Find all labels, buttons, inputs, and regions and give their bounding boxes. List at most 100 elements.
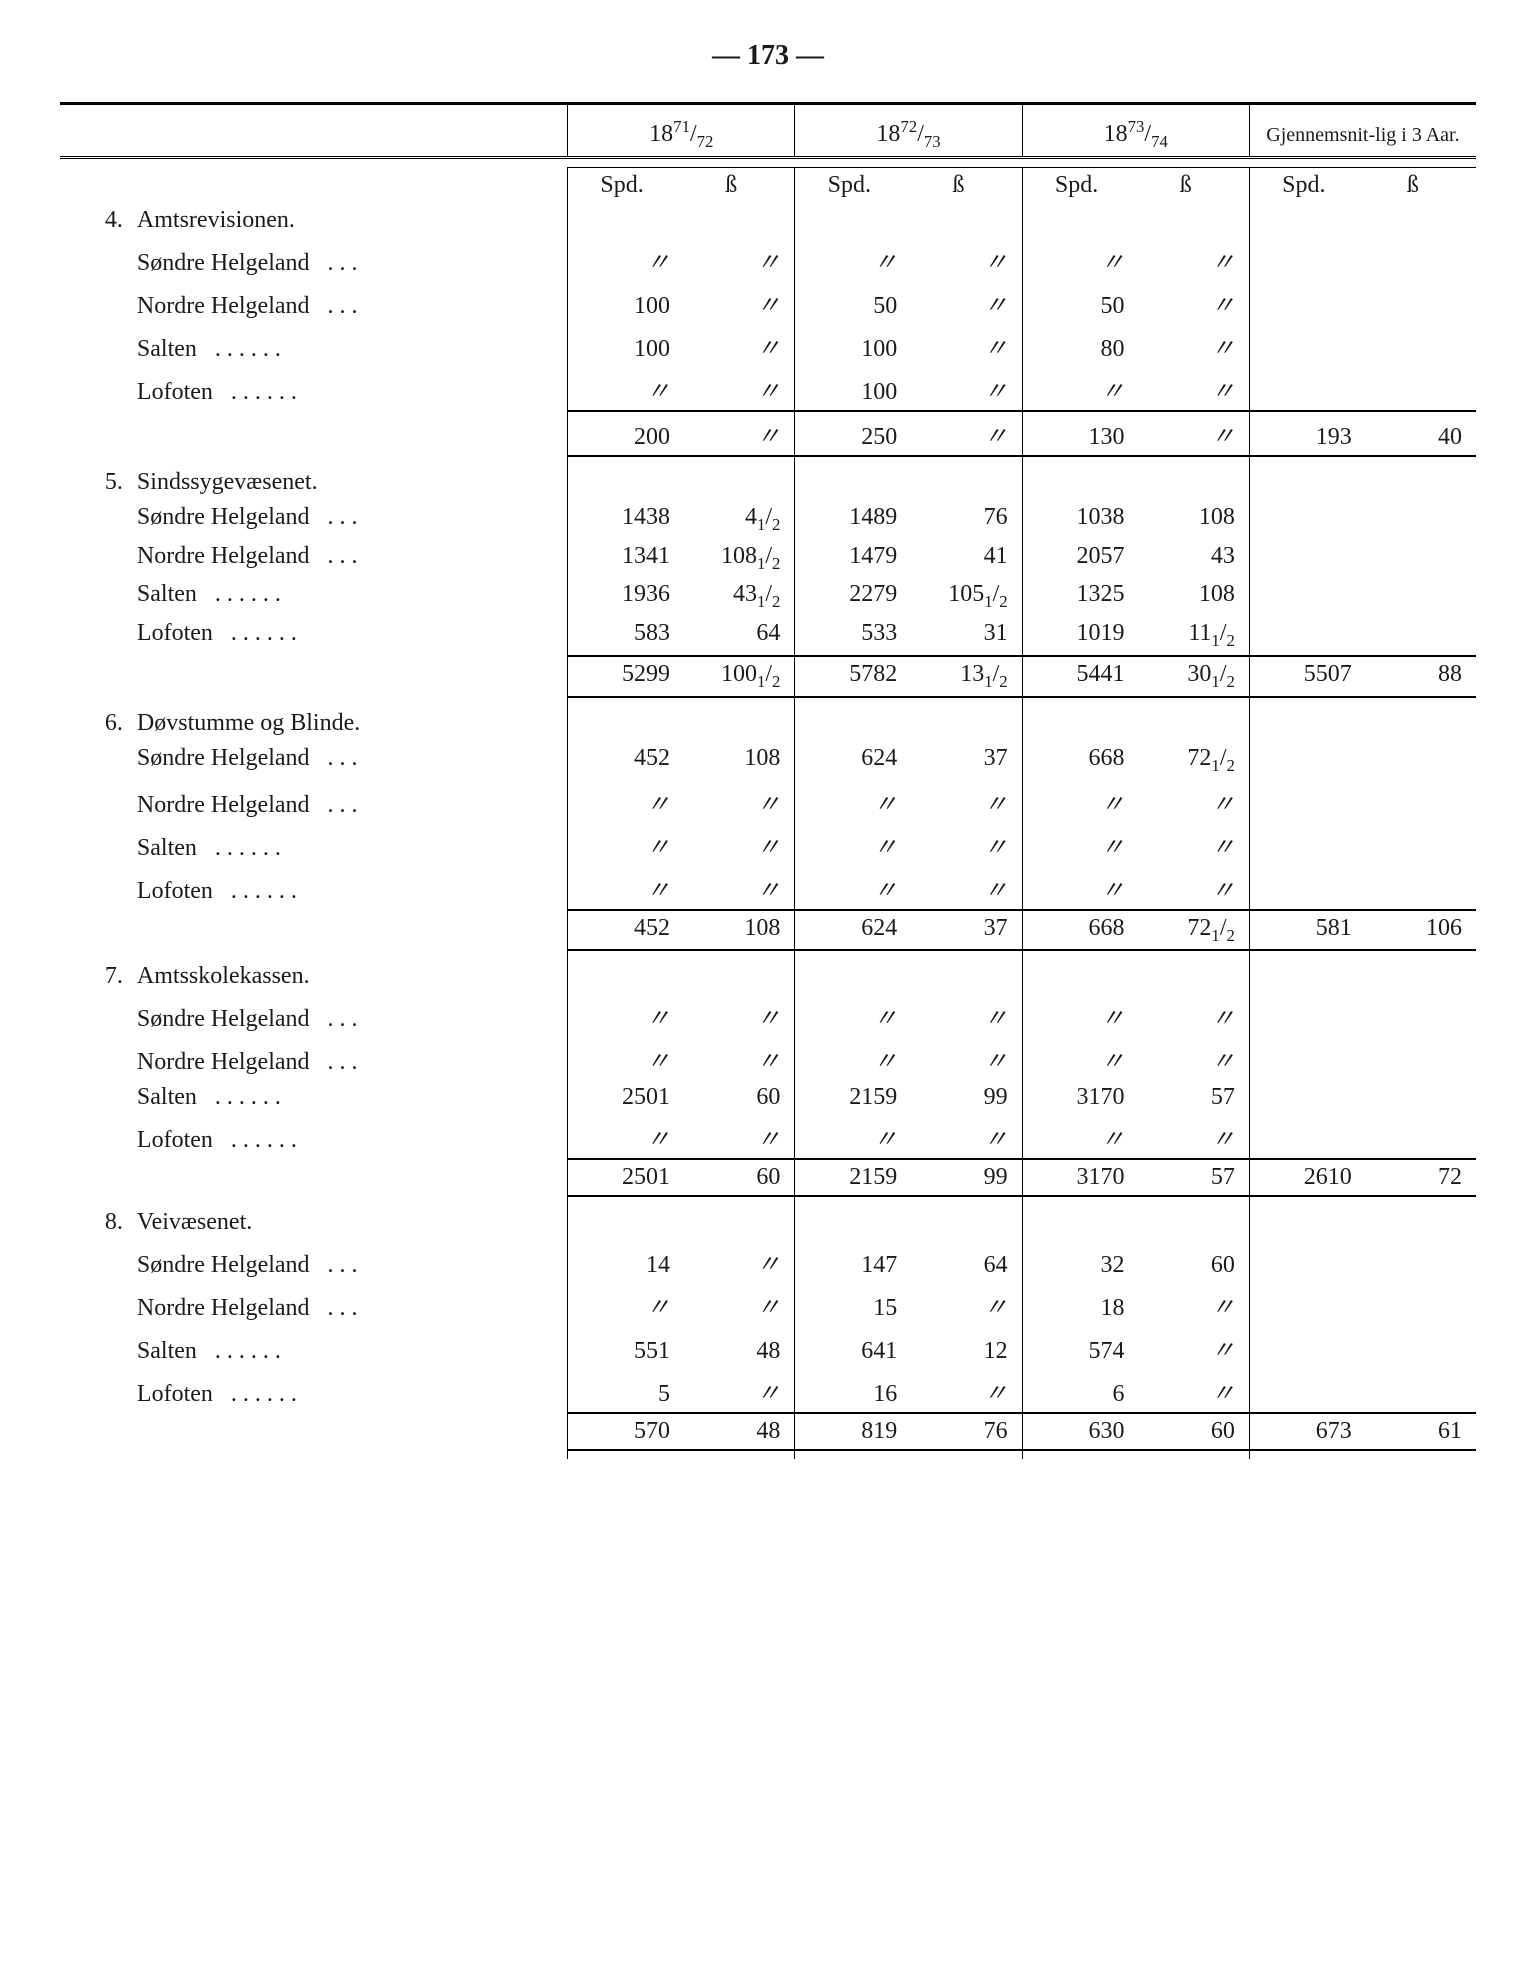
cell: 〃 [676,823,795,866]
unit-spd: Spd. [795,167,903,203]
cell: 〃 [676,281,795,324]
avg-cell: 2610 [1249,1159,1357,1196]
row-label: Søndre Helgeland . . . [131,500,568,539]
cell: 108 [1131,577,1250,616]
cell: 〃 [568,823,676,866]
row-label: Nordre Helgeland . . . [131,780,568,823]
row-label: Søndre Helgeland . . . [131,741,568,780]
cell: 〃 [795,780,903,823]
section-number: 8. [60,1205,131,1240]
cell: 〃 [676,994,795,1037]
cell: 〃 [568,367,676,411]
data-row: Nordre Helgeland . . .〃〃〃〃〃〃 [60,1037,1476,1080]
section-title: Amtsskolekassen. [131,959,568,994]
total-cell: 668 [1022,910,1130,951]
cell: 100 [795,367,903,411]
total-row: 250160215999317057261072 [60,1159,1476,1196]
total-cell: 57 [1131,1159,1250,1196]
cell: 〃 [1022,1115,1130,1159]
section-number: 4. [60,203,131,238]
total-cell: 48 [676,1413,795,1450]
total-row: 52991001/25782131/25441301/2550788 [60,656,1476,697]
cell: 〃 [1131,1326,1250,1369]
row-label: Nordre Helgeland . . . [131,539,568,578]
data-row: Søndre Helgeland . . .45210862437668721/… [60,741,1476,780]
cell: 〃 [676,1037,795,1080]
total-cell: 570 [568,1413,676,1450]
cell: 〃 [1131,780,1250,823]
row-label: Lofoten . . . . . . [131,1115,568,1159]
total-cell: 624 [795,910,903,951]
cell: 41/2 [676,500,795,539]
cell: 100 [568,324,676,367]
cell: 〃 [568,780,676,823]
row-label: Nordre Helgeland . . . [131,281,568,324]
cell: 721/2 [1131,741,1250,780]
cell: 〃 [676,780,795,823]
avg-cell: 61 [1358,1413,1476,1450]
row-label: Salten . . . . . . [131,324,568,367]
total-cell: 819 [795,1413,903,1450]
data-row: Søndre Helgeland . . .14〃147643260 [60,1240,1476,1283]
row-label: Nordre Helgeland . . . [131,1037,568,1080]
total-cell: 5441 [1022,656,1130,697]
cell: 1341 [568,539,676,578]
cell: 76 [903,500,1022,539]
cell: 1936 [568,577,676,616]
total-cell: 2159 [795,1159,903,1196]
cell: 2159 [795,1080,903,1115]
cell: 〃 [1131,994,1250,1037]
cell: 108 [676,741,795,780]
total-row: 200〃250〃130〃19340 [60,411,1476,456]
cell: 2279 [795,577,903,616]
avg-cell: 40 [1358,411,1476,456]
cell: 18 [1022,1283,1130,1326]
cell: 〃 [676,238,795,281]
cell: 〃 [1131,866,1250,910]
unit-ss: ß [1131,167,1250,203]
data-row: Nordre Helgeland . . .13411081/214794120… [60,539,1476,578]
cell: 624 [795,741,903,780]
cell: 551 [568,1326,676,1369]
unit-ss: ß [903,167,1022,203]
cell: 1019 [1022,616,1130,656]
cell: 60 [676,1080,795,1115]
row-label: Nordre Helgeland . . . [131,1283,568,1326]
cell: 64 [903,1240,1022,1283]
data-row: Salten . . . . . .〃〃〃〃〃〃 [60,823,1476,866]
data-row: Nordre Helgeland . . .〃〃15〃18〃 [60,1283,1476,1326]
data-row: Nordre Helgeland . . .100〃50〃50〃 [60,281,1476,324]
cell: 〃 [1131,238,1250,281]
avg-cell: 106 [1358,910,1476,951]
cell: 〃 [676,1283,795,1326]
cell: 2057 [1022,539,1130,578]
row-label: Lofoten . . . . . . [131,866,568,910]
cell: 100 [795,324,903,367]
total-cell: 76 [903,1413,1022,1450]
total-cell: 5782 [795,656,903,697]
cell: 583 [568,616,676,656]
cell: 〃 [1131,1369,1250,1413]
cell: 〃 [676,324,795,367]
total-cell: 108 [676,910,795,951]
total-row: 57048819766306067361 [60,1413,1476,1450]
cell: 12 [903,1326,1022,1369]
data-row: Salten . . . . . .5514864112574〃 [60,1326,1476,1369]
total-cell: 60 [676,1159,795,1196]
cell: 〃 [903,823,1022,866]
cell: 〃 [1022,994,1130,1037]
total-cell: 452 [568,910,676,951]
section-title: Amtsrevisionen. [131,203,568,238]
cell: 〃 [903,367,1022,411]
cell: 〃 [568,1115,676,1159]
cell: 16 [795,1369,903,1413]
col-year-2: 1872/73 [795,113,1022,157]
cell: 64 [676,616,795,656]
cell: 111/2 [1131,616,1250,656]
cell: 〃 [903,238,1022,281]
cell: 〃 [903,866,1022,910]
cell: 1325 [1022,577,1130,616]
cell: 〃 [568,238,676,281]
cell: 60 [1131,1240,1250,1283]
row-label: Salten . . . . . . [131,823,568,866]
